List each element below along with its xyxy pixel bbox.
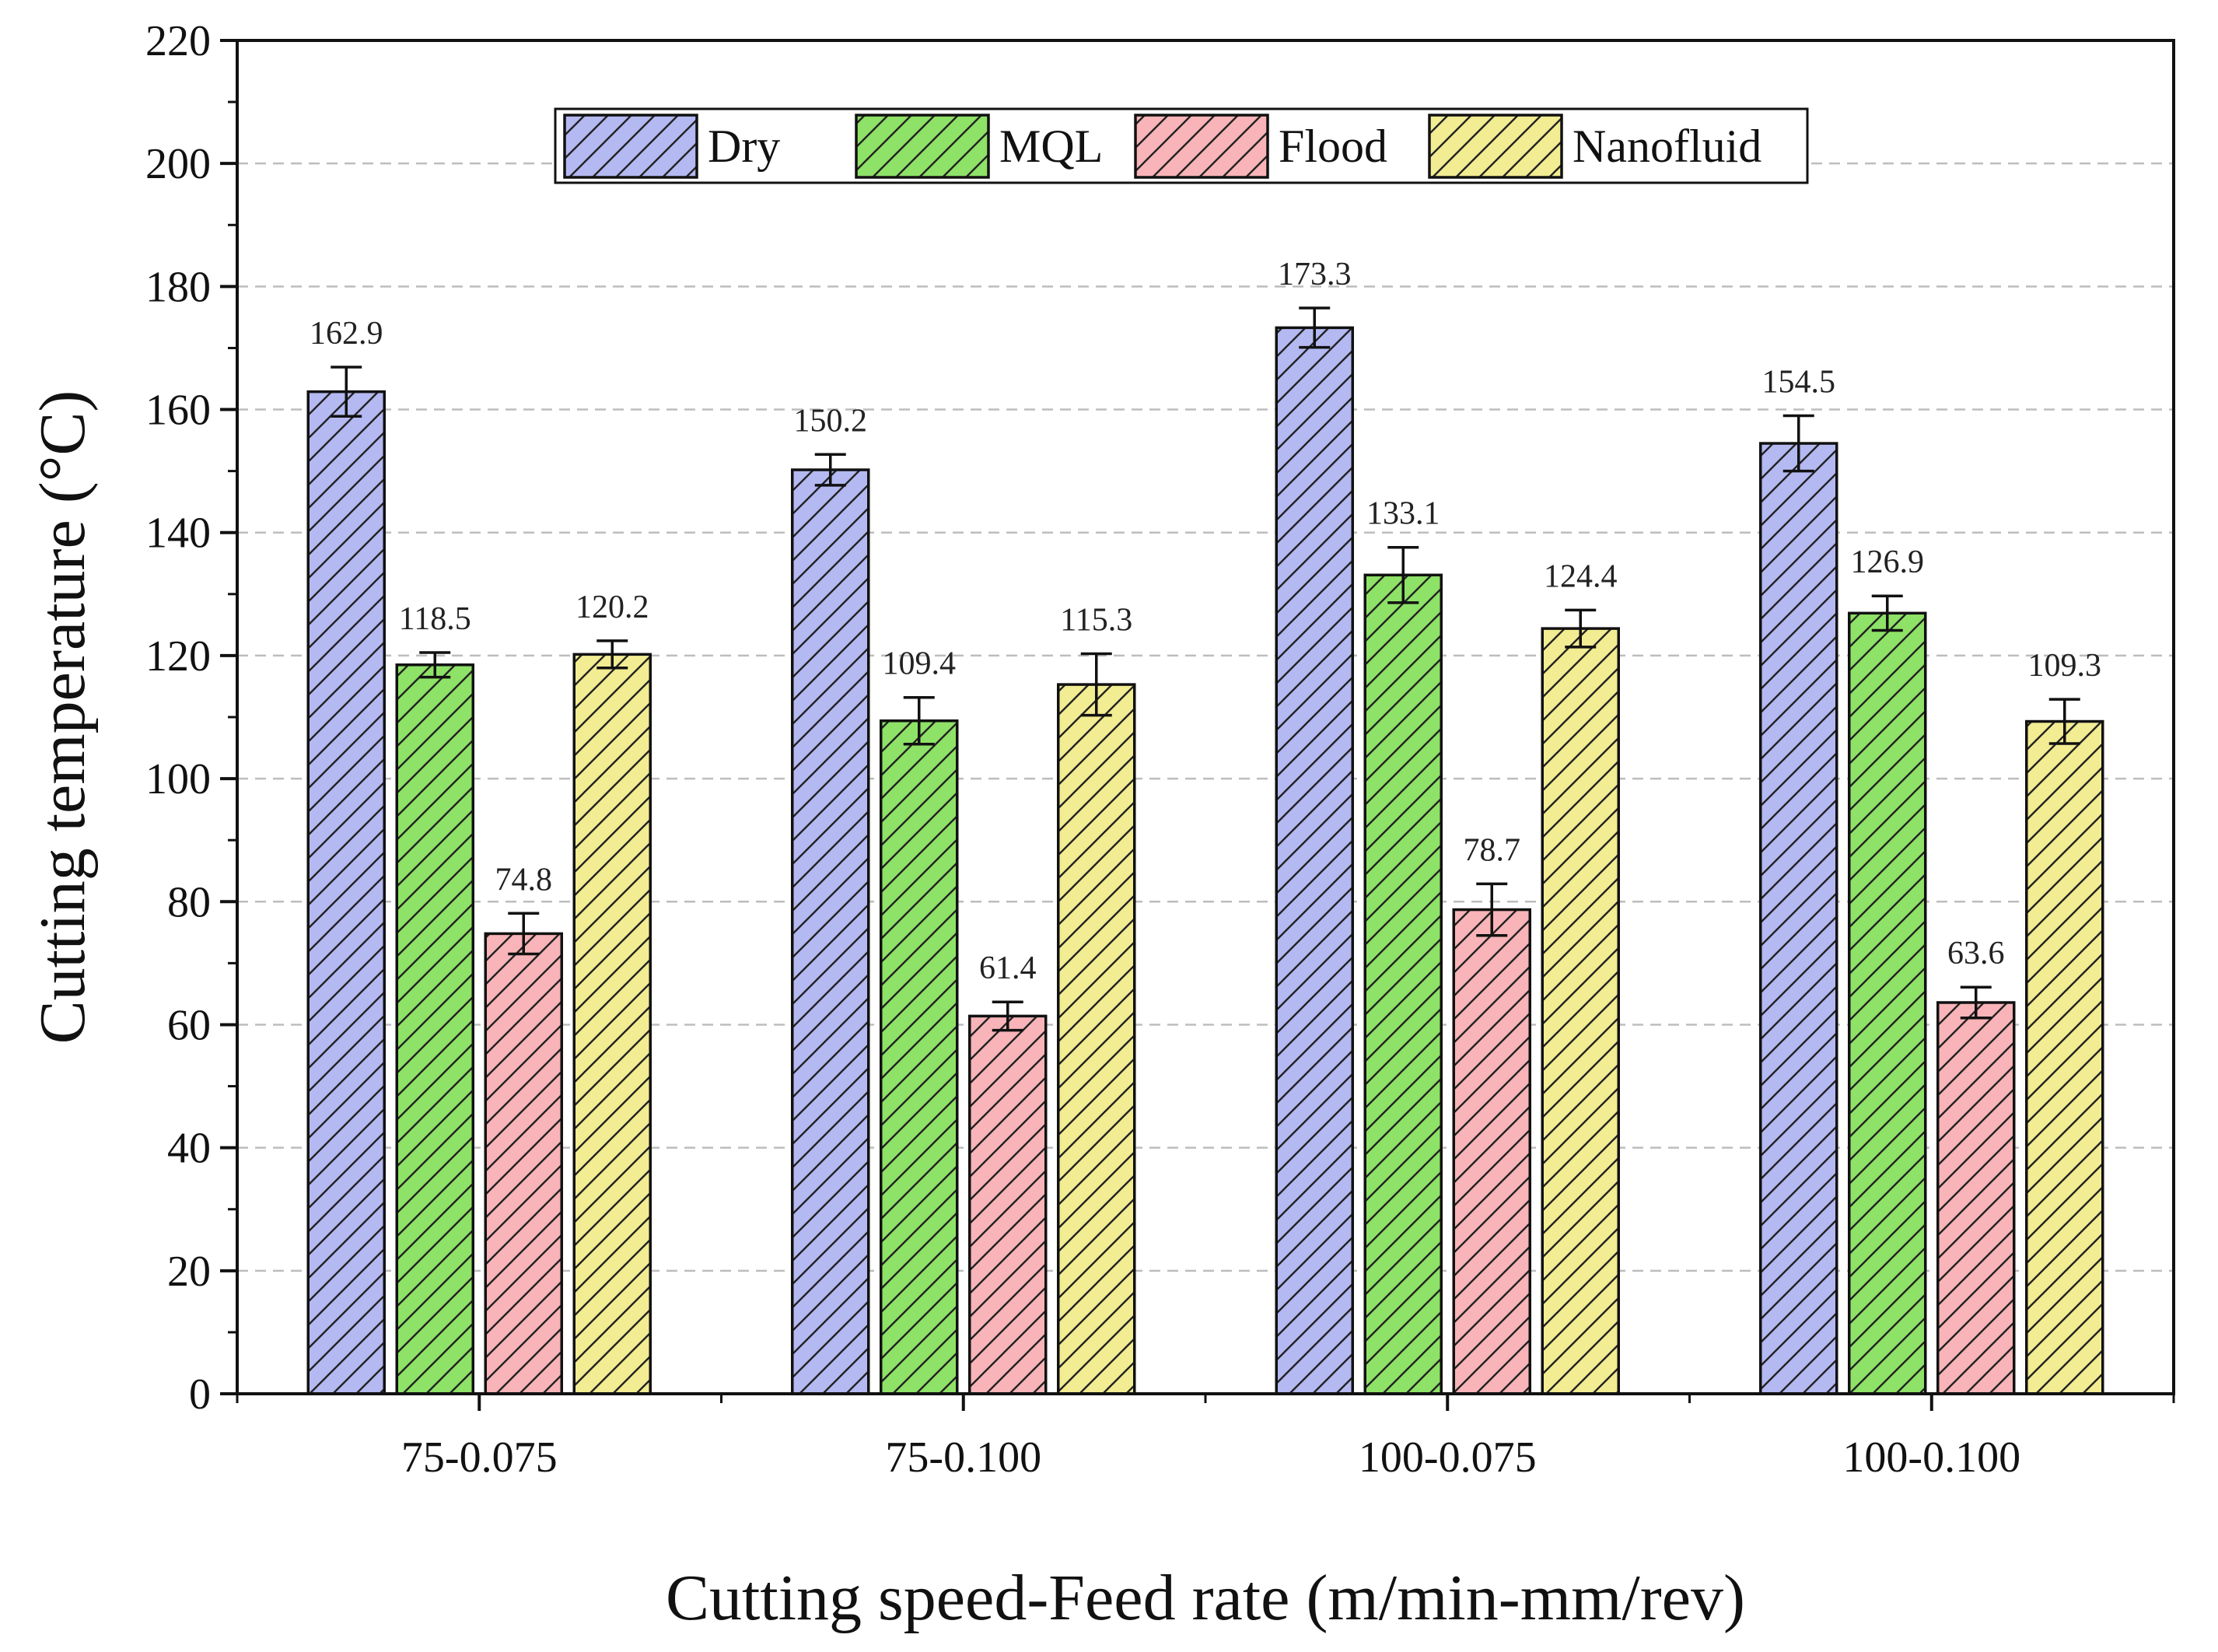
bar-hatch <box>395 663 474 1395</box>
data-label: 126.9 <box>1851 544 1925 580</box>
legend-label-flood: Flood <box>1279 121 1387 172</box>
data-label: 78.7 <box>1464 832 1521 868</box>
bar-hatch <box>1057 683 1136 1395</box>
legend: Dry MQL Flood Nanofluid <box>554 107 1809 184</box>
legend-swatch-hatch <box>563 114 698 179</box>
legend-swatch-hatch <box>1134 114 1269 179</box>
bar-hatch <box>306 390 386 1395</box>
y-tick-label: 0 <box>189 1370 211 1419</box>
bar-hatch <box>791 468 870 1395</box>
y-tick-label: 220 <box>145 17 211 65</box>
y-tick-label: 160 <box>145 387 211 435</box>
legend-label-mql: MQL <box>999 121 1103 172</box>
bar-hatch <box>572 653 652 1395</box>
y-tick-label: 40 <box>167 1125 211 1173</box>
x-tick-label: 100-0.100 <box>1842 1433 2020 1482</box>
bar-hatch <box>1275 326 1354 1395</box>
x-tick-label: 75-0.100 <box>885 1433 1041 1482</box>
legend-label-nanofluid: Nanofluid <box>1573 121 1761 172</box>
data-label: 109.4 <box>883 646 957 682</box>
y-tick-label: 120 <box>145 632 211 681</box>
legend-swatch-hatch <box>1428 114 1563 179</box>
bar-hatch <box>880 719 959 1395</box>
data-label: 118.5 <box>399 601 471 637</box>
bar-hatch <box>1848 611 1927 1395</box>
data-label: 63.6 <box>1947 936 2005 971</box>
y-tick-label: 20 <box>167 1248 211 1296</box>
x-axis: 75-0.075 75-0.100 100-0.075 100-0.100 <box>236 1394 2175 1482</box>
legend-swatch-hatch <box>855 114 990 179</box>
data-label: 115.3 <box>1060 603 1132 639</box>
data-label: 109.3 <box>2028 648 2102 684</box>
data-label: 154.5 <box>1762 364 1836 400</box>
bar-hatch <box>484 932 563 1395</box>
y-tick-label: 180 <box>145 263 211 311</box>
y-tick-label: 200 <box>145 140 211 188</box>
data-label: 124.4 <box>1544 558 1618 594</box>
y-tick-label: 100 <box>145 755 211 803</box>
bar-hatch <box>1541 627 1620 1395</box>
bar-hatch <box>1936 1001 2016 1395</box>
bar-hatch <box>968 1014 1048 1395</box>
x-tick-label: 75-0.075 <box>401 1433 558 1482</box>
error-bars <box>331 306 2080 1032</box>
y-tick-label: 140 <box>145 509 211 558</box>
y-axis-title: Cutting temperature (°C) <box>26 390 99 1045</box>
data-label: 120.2 <box>575 590 649 625</box>
y-axis: 0 20 40 60 80 100 120 140 160 180 200 220 <box>145 17 237 1419</box>
bars <box>306 326 2104 1395</box>
y-tick-label: 80 <box>167 878 211 926</box>
bar-hatch <box>1452 908 1531 1395</box>
y-tick-label: 60 <box>167 1001 211 1049</box>
data-label: 133.1 <box>1366 496 1440 532</box>
legend-label-dry: Dry <box>708 121 780 172</box>
data-label: 61.4 <box>979 950 1037 986</box>
x-tick-label: 100-0.075 <box>1359 1433 1537 1482</box>
data-label: 173.3 <box>1278 257 1352 292</box>
data-label: 150.2 <box>794 403 868 439</box>
data-label: 162.9 <box>310 316 383 352</box>
data-label: 74.8 <box>495 862 553 898</box>
bar-hatch <box>2025 719 2104 1395</box>
bar-hatch <box>1759 442 1838 1395</box>
data-labels: 162.9 118.5 74.8 120.2 150.2 109.4 61.4 115.3 17… <box>310 257 2101 986</box>
bar-hatch <box>1363 573 1443 1395</box>
x-axis-title: Cutting speed-Feed rate (m/min-mm/rev) <box>666 1562 1745 1634</box>
